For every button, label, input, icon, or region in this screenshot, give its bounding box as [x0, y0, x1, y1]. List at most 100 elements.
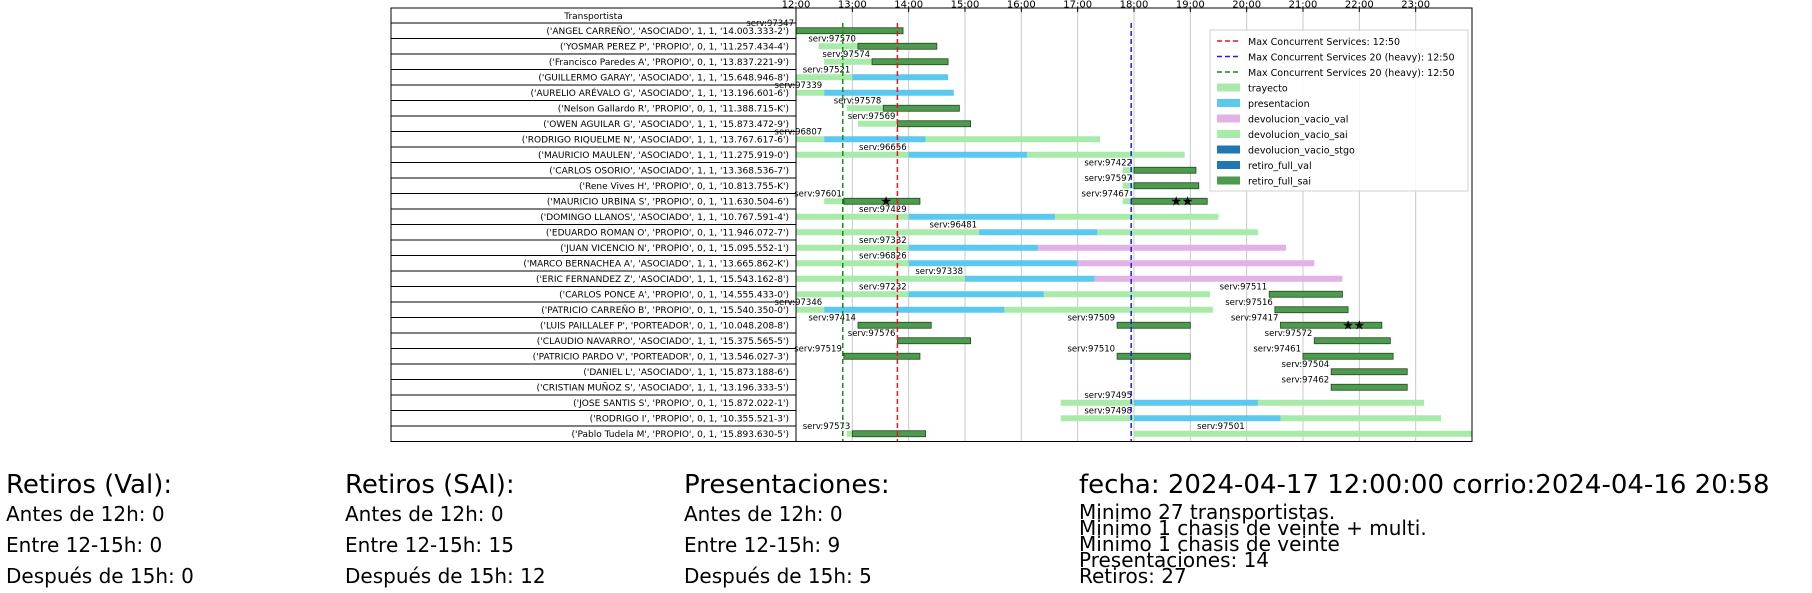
gantt-bar — [1246, 430, 1472, 437]
gantt-bar — [1257, 399, 1425, 406]
gantt-bar — [1313, 337, 1391, 345]
summary-info-line: Retiros: 27 — [1079, 564, 1187, 588]
service-label: serv:97601 — [794, 190, 842, 200]
summary-val-line: Después de 15h: 0 — [6, 564, 194, 588]
gantt-bar — [795, 27, 904, 35]
summary-sai-line: Entre 12-15h: 15 — [345, 533, 514, 557]
gantt-bar — [1330, 368, 1408, 376]
gantt-bar — [1130, 197, 1208, 205]
x-tick-label: 13:00 — [838, 0, 867, 11]
x-tick-label: 12:00 — [782, 0, 811, 11]
service-label: serv:97501 — [1197, 422, 1245, 432]
table-row-label: ('ERIC FERNANDEZ Z', 'ASOCIADO', 1, 1, '… — [536, 275, 789, 285]
service-label: serv:97572 — [1265, 329, 1313, 339]
summary-pres-line: Entre 12-15h: 9 — [684, 533, 841, 557]
gantt-bar — [979, 229, 1098, 236]
star-marker: ★ — [1182, 195, 1194, 210]
legend-swatch — [1217, 161, 1240, 169]
summary-sai-title: Retiros (SAI): — [345, 470, 515, 500]
table-row-label: ('ANGEL CARREÑO', 'ASOCIADO', 1, 1, '14.… — [546, 26, 789, 37]
gantt-bar — [1274, 306, 1349, 314]
service-label: serv:97232 — [859, 283, 907, 293]
legend-swatch — [1217, 99, 1240, 107]
legend-swatch — [1217, 130, 1240, 138]
gantt-bar — [908, 213, 1056, 220]
summary-info: fecha: 2024-04-17 12:00:00 corrio:2024-0… — [1079, 470, 1770, 588]
summary-val-line: Antes de 12h: 0 — [6, 502, 165, 526]
x-tick-label: 17:00 — [1063, 0, 1092, 11]
gantt-bar — [824, 198, 844, 205]
x-tick-label: 21:00 — [1289, 0, 1318, 11]
summary-sai: Retiros (SAI): Antes de 12h: 0 Entre 12-… — [345, 470, 546, 588]
gantt-bar — [1280, 321, 1383, 329]
gantt-bar — [1134, 415, 1281, 422]
summary-pres-title: Presentaciones: — [684, 470, 890, 500]
service-label: serv:97414 — [808, 314, 856, 324]
service-label: serv:97576 — [848, 329, 896, 339]
gantt-bar — [818, 43, 858, 50]
gantt-bar — [1122, 198, 1132, 205]
table-row-label: ('JUAN VICENCIO N', 'PROPIO', 0, 1, '15.… — [560, 244, 789, 254]
summary-pres-line: Después de 15h: 5 — [684, 564, 872, 588]
x-tick-label: 16:00 — [1007, 0, 1036, 11]
service-label: serv:97573 — [803, 422, 851, 432]
gantt-bar — [796, 229, 980, 236]
x-tick-label: 14:00 — [894, 0, 923, 11]
table-row-label: ('Pablo Tudela M', 'PROPIO', 0, 1, '15.8… — [572, 430, 790, 440]
x-tick-label: 15:00 — [951, 0, 980, 11]
summary-val-title: Retiros (Val): — [6, 470, 173, 500]
table-row-label: ('RODRIGO RIQUELME N', 'ASOCIADO', 1, 1,… — [522, 136, 789, 146]
service-label: serv:97332 — [859, 236, 907, 246]
gantt-bar — [1060, 399, 1134, 406]
table-header: Transportista — [563, 12, 622, 22]
service-label: serv:97495 — [1084, 391, 1132, 401]
table-row-label: ('YOSMAR PEREZ P', 'PROPIO', 0, 1, '11.2… — [560, 43, 789, 53]
gantt-bar — [1004, 306, 1213, 313]
service-label: serv:96656 — [859, 143, 907, 153]
service-label: serv:97339 — [775, 81, 823, 91]
gantt-bar — [1094, 275, 1343, 282]
gantt-bar — [897, 337, 972, 345]
service-label: serv:97417 — [1231, 314, 1279, 324]
gantt-bar — [846, 105, 884, 112]
legend-label: Max Concurrent Services: 12:50 — [1248, 37, 1400, 48]
service-label: serv:97574 — [822, 50, 870, 60]
legend-box — [1209, 29, 1469, 192]
legend-swatch — [1217, 114, 1240, 123]
table-row-label: ('OWEN AGUILAR G', 'ASOCIADO', 1, 1, '15… — [543, 120, 789, 130]
gantt-bar — [1077, 260, 1315, 267]
legend-label: retiro_full_sai — [1248, 177, 1311, 188]
legend-label: trayecto — [1248, 84, 1288, 95]
gantt-bar — [1122, 167, 1134, 174]
summary-pres-line: Antes de 12h: 0 — [684, 502, 843, 526]
table-row-label: ('PATRICIO PARDO V', 'PORTEADOR', 0, 1, … — [533, 353, 789, 363]
gantt-bar — [1060, 415, 1134, 422]
summary-info-title: fecha: 2024-04-17 12:00:00 corrio:2024-0… — [1079, 470, 1770, 500]
summary-info-line: Presentaciones: 14 — [1079, 548, 1270, 572]
gantt-bar — [851, 430, 926, 438]
gantt-bar — [1116, 321, 1191, 329]
gantt-bar — [908, 260, 1078, 267]
legend-label: Max Concurrent Services 20 (heavy): 12:5… — [1248, 53, 1455, 64]
star-marker: ★ — [1170, 195, 1182, 210]
legend-label: devolucion_vacio_stgo — [1248, 146, 1355, 157]
service-label: serv:97346 — [775, 298, 823, 308]
table-row-label: ('AURELIO ARÉVALO G', 'ASOCIADO', 1, 1, … — [530, 87, 789, 99]
gantt-bar — [882, 104, 960, 112]
gantt-bar — [846, 430, 853, 437]
service-label: serv:96481 — [929, 221, 977, 231]
gantt-bar — [1043, 291, 1211, 298]
table-row-label: ('DANIEL L', 'ASOCIADO', 1, 1, '15.873.1… — [583, 368, 789, 378]
gantt-bar — [1133, 182, 1200, 190]
service-label: serv:97467 — [1082, 190, 1130, 200]
table-row-label: ('JOSE SANTIS S', 'PROPIO', 0, 1, '15.87… — [573, 399, 789, 409]
summary-info-line: Minimo 1 chasis de veinte — [1079, 532, 1340, 556]
table-row-label: ('Nelson Gallardo R', 'PROPIO', 0, 1, '1… — [558, 105, 789, 115]
gantt-bar — [857, 321, 932, 329]
x-tick-label: 22:00 — [1345, 0, 1374, 11]
star-marker: ★ — [1342, 319, 1354, 334]
gantt-bar — [1134, 399, 1258, 406]
service-label: serv:97429 — [859, 205, 907, 215]
summary-pres: Presentaciones: Antes de 12h: 0 Entre 12… — [684, 470, 890, 588]
